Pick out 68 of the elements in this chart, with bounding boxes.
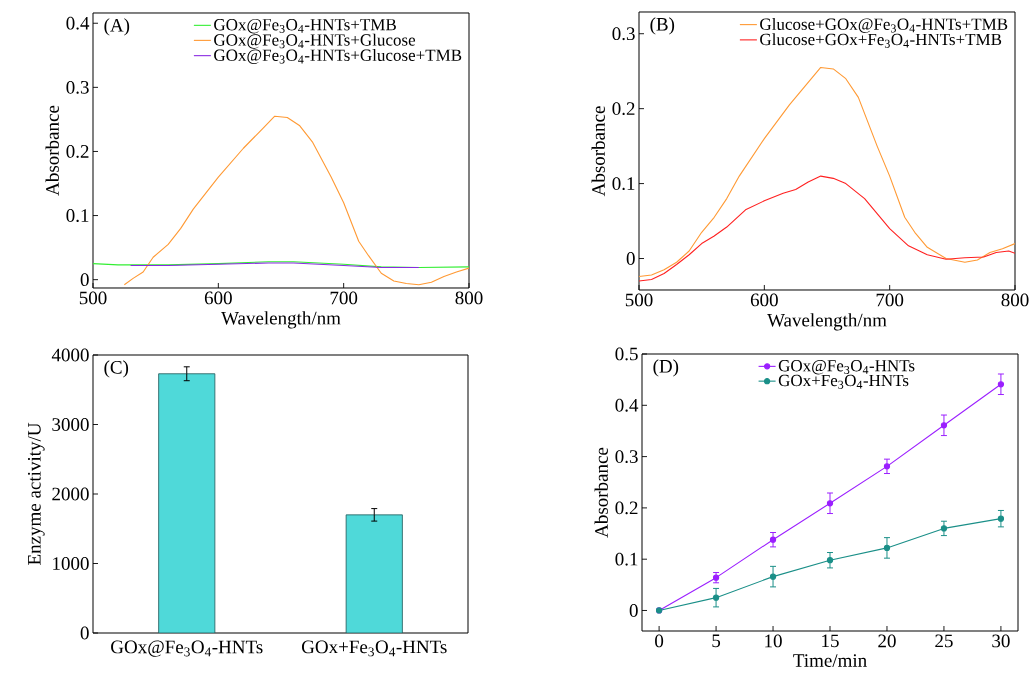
y-tick-label: 0.4 [66,16,90,30]
x-tick-label: 500 [79,291,107,305]
x-tick-label: 700 [876,293,904,307]
x-axis-title: Wavelength/nm [767,313,887,331]
y-tick-label: 0.3 [66,80,89,94]
line-series [639,66,1016,278]
y-tick-label: 3000 [52,418,89,431]
x-tick-label: 30 [992,634,1010,648]
legend-label: GOx@Fe$_{3}$O$_{4}$-HNTs [778,359,915,375]
line-series [123,115,469,286]
point [769,573,777,580]
x-axis-title: Wavelength/nm [221,311,341,329]
annotation: (B) [650,17,675,35]
legend-label: GOx@Fe$_{3}$O$_{4}$-HNTs+Glucose+TMB [214,49,462,65]
y-tick-label: 0.2 [615,501,638,515]
y-tick-label: 0 [626,252,635,265]
x-tick-label: GOx@Fe$_{3}$O$_{4}$-HNTs [111,640,263,657]
x-tick-label: GOx+Fe$_{3}$O$_{4}$-HNTs [301,640,447,657]
x-tick-label: 10 [765,634,782,648]
point [712,594,720,601]
x-tick-label: 25 [935,634,953,648]
y-tick-label: 1000 [53,557,89,570]
annotation: (D) [653,359,679,377]
y-axis-title: Absorbance [594,447,608,538]
legend-label: GOx+Fe$_{3}$O$_{4}$-HNTs [778,374,909,389]
y-tick-label: 0.3 [612,27,635,41]
legend-label: Glucose+GOx+Fe$_{3}$O$_{4}$-HNTs+TMB [760,33,1002,48]
x-tick-label: 0 [655,634,664,648]
x-tick-label: 5 [712,634,721,648]
y-tick-label: 0.5 [615,347,638,361]
y-axis-title: Absorbance [45,105,59,196]
y-tick-label: 2000 [52,487,89,501]
point [997,515,1005,522]
y-tick-label: 0 [629,604,638,617]
x-tick-label: 500 [625,293,653,307]
y-tick-label: 0.1 [615,552,638,566]
legend-label: Glucose+GOx@Fe$_{3}$O$_{4}$-HNTs+TMB [760,17,1008,33]
point [826,557,834,564]
line-series [639,175,1016,282]
x-tick-label: 15 [822,634,839,648]
y-tick-label: 0.1 [612,177,635,191]
y-axis-title: Absorbance [591,106,605,197]
x-tick-label: 600 [750,293,778,307]
legend-label: GOx@Fe$_{3}$O$_{4}$-HNTs+TMB [214,18,396,34]
y-tick-label: 4000 [51,348,89,362]
y-tick-label: 0.2 [612,102,635,116]
x-axis-title: Time/min [793,654,867,667]
x-tick-label: 20 [878,634,896,648]
x-tick-label: 800 [455,291,483,305]
x-tick-label: 600 [204,291,232,305]
point [826,500,834,507]
x-tick-label: 700 [330,291,358,305]
point [940,422,948,429]
annotation: (A) [104,18,130,36]
y-tick-label: 0 [80,273,89,287]
y-tick-label: 0.4 [615,398,639,412]
point [883,544,891,552]
point [883,463,891,470]
annotation: (C) [104,360,129,378]
y-axis-title: Enzyme activity/U [27,422,45,565]
y-tick-label: 0.1 [66,209,89,223]
x-tick-label: 800 [1001,293,1029,307]
legend-label: GOx@Fe$_{3}$O$_{4}$-HNTs+Glucose [214,33,416,49]
point [769,536,777,543]
point [997,381,1005,388]
y-tick-label: 0.2 [66,145,89,158]
y-tick-label: 0.3 [615,450,638,464]
point [940,525,948,532]
